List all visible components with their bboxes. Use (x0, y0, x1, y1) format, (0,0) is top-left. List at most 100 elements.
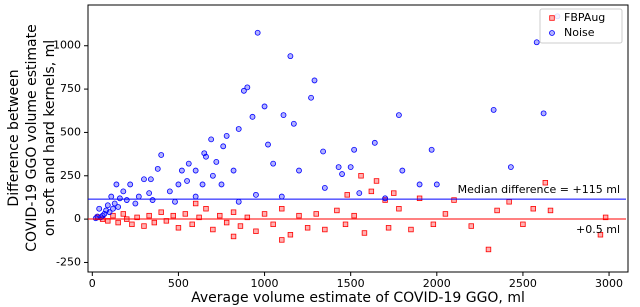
point (265, 141, 271, 148)
point (442, 211, 449, 217)
point (542, 180, 549, 186)
point (311, 77, 318, 84)
point (321, 185, 328, 191)
point (146, 212, 152, 219)
x-tick-label: 2000 (423, 277, 451, 290)
point (116, 195, 123, 202)
point (237, 223, 244, 229)
point (396, 112, 402, 118)
point (175, 225, 182, 231)
legend-box (539, 8, 623, 44)
x-tick-label: 3000 (595, 277, 623, 290)
point (254, 29, 261, 36)
point (244, 84, 251, 91)
y-axis-label: on soft and hard kernels, ml (42, 40, 58, 236)
point (313, 211, 319, 217)
x-tick-label: 2500 (509, 277, 537, 290)
point (533, 39, 540, 46)
point (210, 226, 216, 233)
point (270, 221, 276, 228)
point (208, 136, 215, 143)
y-tick-label: 500 (60, 125, 81, 138)
point (270, 160, 277, 167)
point (127, 181, 134, 188)
point (184, 178, 190, 184)
point (347, 164, 354, 171)
y-tick-label: 750 (60, 82, 81, 95)
point (240, 87, 247, 94)
point (217, 212, 223, 219)
y-axis-label: COVID-19 GGO volume estimate (24, 24, 40, 251)
point (278, 193, 285, 200)
point (189, 221, 195, 228)
point (230, 233, 237, 240)
legend-marker (549, 15, 555, 21)
point (129, 221, 135, 228)
point (218, 181, 225, 188)
point (391, 190, 397, 196)
point (430, 221, 437, 228)
point (149, 197, 156, 203)
point (253, 228, 259, 234)
point (92, 215, 99, 222)
point (141, 176, 147, 183)
point (279, 237, 285, 243)
point (235, 198, 242, 205)
point (494, 207, 500, 214)
y-tick-label: 0 (74, 212, 81, 225)
point (146, 190, 153, 197)
point (235, 126, 242, 132)
point (287, 232, 294, 238)
point (170, 212, 176, 219)
y-tick-label: 1000 (53, 39, 81, 52)
point (304, 225, 311, 231)
point (120, 211, 127, 217)
point (134, 214, 140, 221)
point (147, 176, 154, 183)
point (408, 226, 414, 233)
point (416, 195, 423, 202)
point (490, 106, 497, 113)
point (261, 211, 268, 217)
point (223, 219, 230, 226)
point (468, 223, 474, 229)
point (158, 209, 164, 215)
point (351, 146, 358, 153)
point (141, 223, 147, 229)
point (602, 214, 609, 221)
point (382, 195, 389, 202)
point (192, 200, 199, 207)
point (220, 143, 227, 150)
point (530, 206, 536, 212)
point (261, 103, 268, 110)
point (396, 206, 402, 212)
point (280, 112, 287, 118)
point (108, 193, 115, 200)
x-tick-label: 0 (89, 277, 96, 290)
point (120, 188, 127, 195)
point (342, 221, 349, 228)
point (368, 188, 375, 195)
point (428, 146, 435, 153)
legend-label: Noise (564, 26, 595, 39)
point (110, 212, 116, 219)
point (172, 198, 178, 205)
point (209, 172, 216, 179)
x-tick-label: 1000 (251, 277, 279, 290)
point (279, 206, 285, 212)
point (166, 188, 173, 195)
point (154, 165, 161, 172)
point (230, 167, 237, 174)
x-tick-label: 500 (168, 277, 189, 290)
point (199, 181, 206, 188)
point (322, 226, 328, 233)
point (182, 211, 189, 217)
point (223, 132, 230, 139)
point (506, 199, 512, 205)
plot-frame (87, 4, 629, 273)
point (547, 207, 554, 214)
point (178, 167, 185, 174)
point (111, 200, 118, 207)
point (485, 246, 492, 253)
point (244, 214, 251, 221)
